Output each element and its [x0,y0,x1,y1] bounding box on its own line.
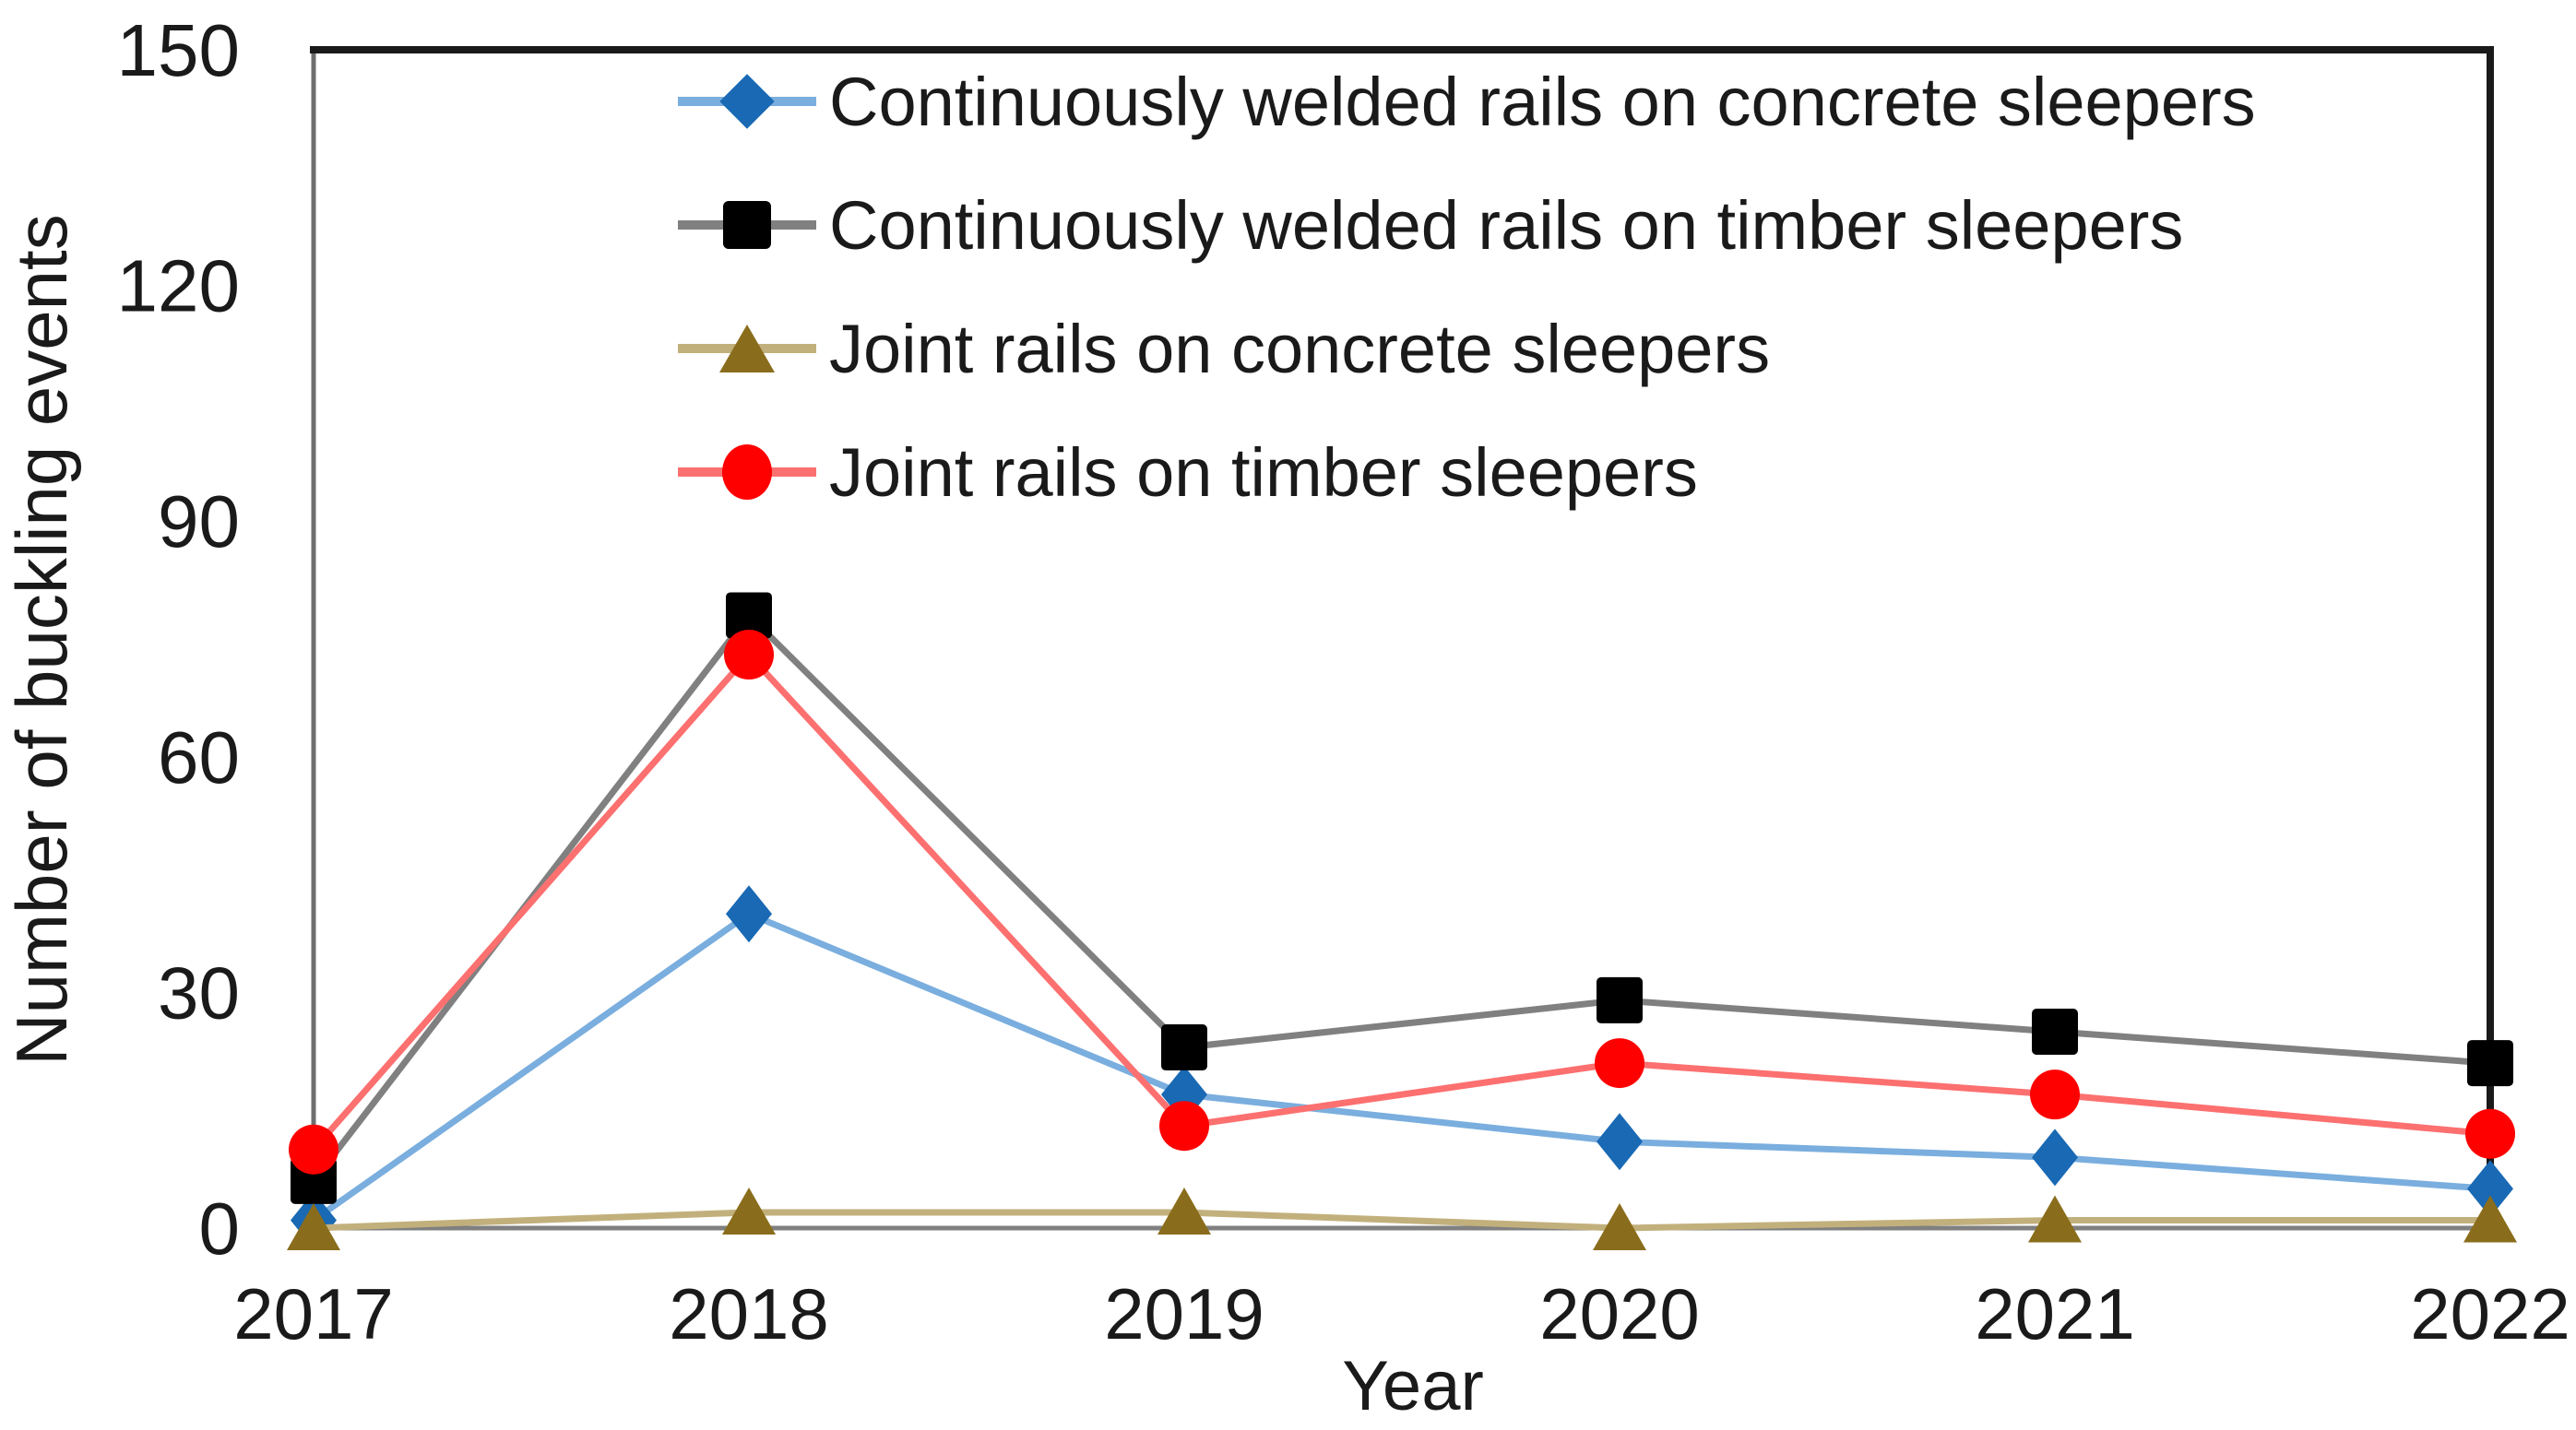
diamond-marker-icon [678,57,816,146]
legend-item-joint-concrete: Joint rails on concrete sleepers [678,304,2256,393]
legend-item-cwr-concrete: Continuously welded rails on concrete sl… [678,57,2256,146]
svg-text:90: 90 [158,480,240,562]
legend-label: Continuously welded rails on concrete sl… [829,63,2256,140]
square-glyph [723,201,771,249]
svg-text:2017: 2017 [233,1273,394,1354]
x-axis-title: Year [1342,1347,1484,1425]
svg-text:2018: 2018 [669,1273,829,1354]
circle-marker-icon [678,428,816,516]
legend-label: Continuously welded rails on timber slee… [829,186,2184,264]
svg-text:30: 30 [158,951,240,1034]
svg-text:60: 60 [158,716,240,798]
triangle-glyph [719,325,775,372]
circle-glyph [722,444,772,500]
svg-text:0: 0 [199,1188,241,1270]
legend-item-joint-timber: Joint rails on timber sleepers [678,428,2256,516]
svg-text:120: 120 [117,245,240,327]
legend-label: Joint rails on concrete sleepers [829,310,1771,387]
diamond-glyph [719,74,775,129]
chart-legend: Continuously welded rails on concrete sl… [678,57,2256,516]
y-axis-title: Number of buckling events [1,214,82,1066]
svg-text:2022: 2022 [2410,1273,2570,1354]
svg-text:2019: 2019 [1104,1273,1264,1354]
svg-text:2020: 2020 [1539,1273,1700,1354]
legend-label: Joint rails on timber sleepers [829,433,1698,511]
legend-item-cwr-timber: Continuously welded rails on timber slee… [678,181,2256,269]
square-marker-icon [678,181,816,269]
svg-text:2021: 2021 [1975,1273,2135,1354]
svg-text:150: 150 [117,9,240,91]
triangle-marker-icon [678,304,816,393]
